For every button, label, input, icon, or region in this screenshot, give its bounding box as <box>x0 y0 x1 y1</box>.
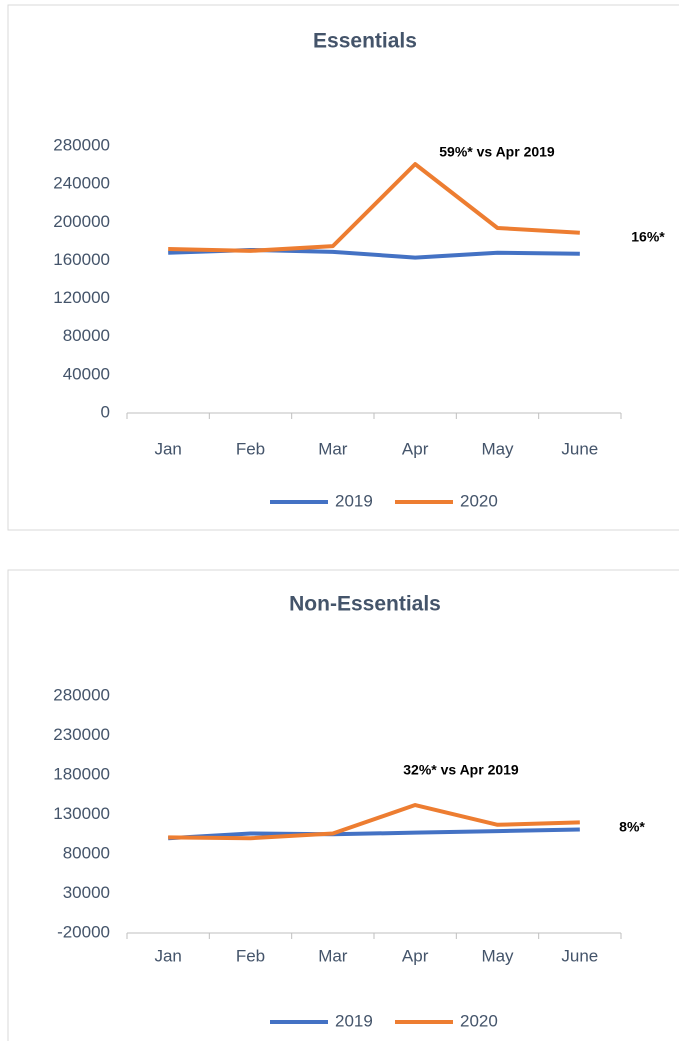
legend-label: 2019 <box>335 1011 373 1030</box>
series-line <box>168 827 580 841</box>
x-tick-label: Mar <box>318 439 348 458</box>
x-tick-label: Mar <box>318 946 348 965</box>
legend-label: 2020 <box>460 1011 498 1030</box>
y-tick-label: 180000 <box>53 764 110 783</box>
x-tick-label: June <box>561 946 598 965</box>
chart-title: Essentials <box>313 30 417 53</box>
x-tick-label: May <box>481 439 514 458</box>
x-tick-label: Feb <box>236 439 265 458</box>
y-tick-label: 80000 <box>63 843 110 862</box>
y-tick-label: 280000 <box>53 685 110 704</box>
legend-label: 2019 <box>335 491 373 510</box>
y-tick-label: 240000 <box>53 174 110 193</box>
annotation: 59%* vs Apr 2019 <box>439 144 555 160</box>
chart-title: Non-Essentials <box>289 593 441 616</box>
annotation: 32%* vs Apr 2019 <box>403 762 519 778</box>
legend-label: 2020 <box>460 491 498 510</box>
y-tick-label: 0 <box>101 402 110 421</box>
y-tick-label: 30000 <box>63 883 110 902</box>
chart-frame <box>7 569 679 1041</box>
y-tick-label: 160000 <box>53 250 110 269</box>
y-tick-label: 80000 <box>63 326 110 345</box>
x-tick-label: Apr <box>402 439 429 458</box>
x-tick-label: Jan <box>154 946 181 965</box>
y-tick-label: 200000 <box>53 212 110 231</box>
x-tick-label: Apr <box>402 946 429 965</box>
y-tick-label: 130000 <box>53 804 110 823</box>
x-tick-label: Jan <box>154 439 181 458</box>
y-tick-label: 280000 <box>53 135 110 154</box>
x-tick-label: May <box>481 946 514 965</box>
chart-frame <box>7 4 679 531</box>
annotation: 16%* <box>631 229 665 245</box>
series-line <box>168 162 580 253</box>
annotation: 8%* <box>619 819 645 835</box>
x-tick-label: June <box>561 439 598 458</box>
y-tick-label: 230000 <box>53 725 110 744</box>
y-tick-label: -20000 <box>57 922 110 941</box>
y-tick-label: 40000 <box>63 364 110 383</box>
y-tick-label: 120000 <box>53 288 110 307</box>
x-tick-label: Feb <box>236 946 265 965</box>
series-line <box>168 803 580 841</box>
